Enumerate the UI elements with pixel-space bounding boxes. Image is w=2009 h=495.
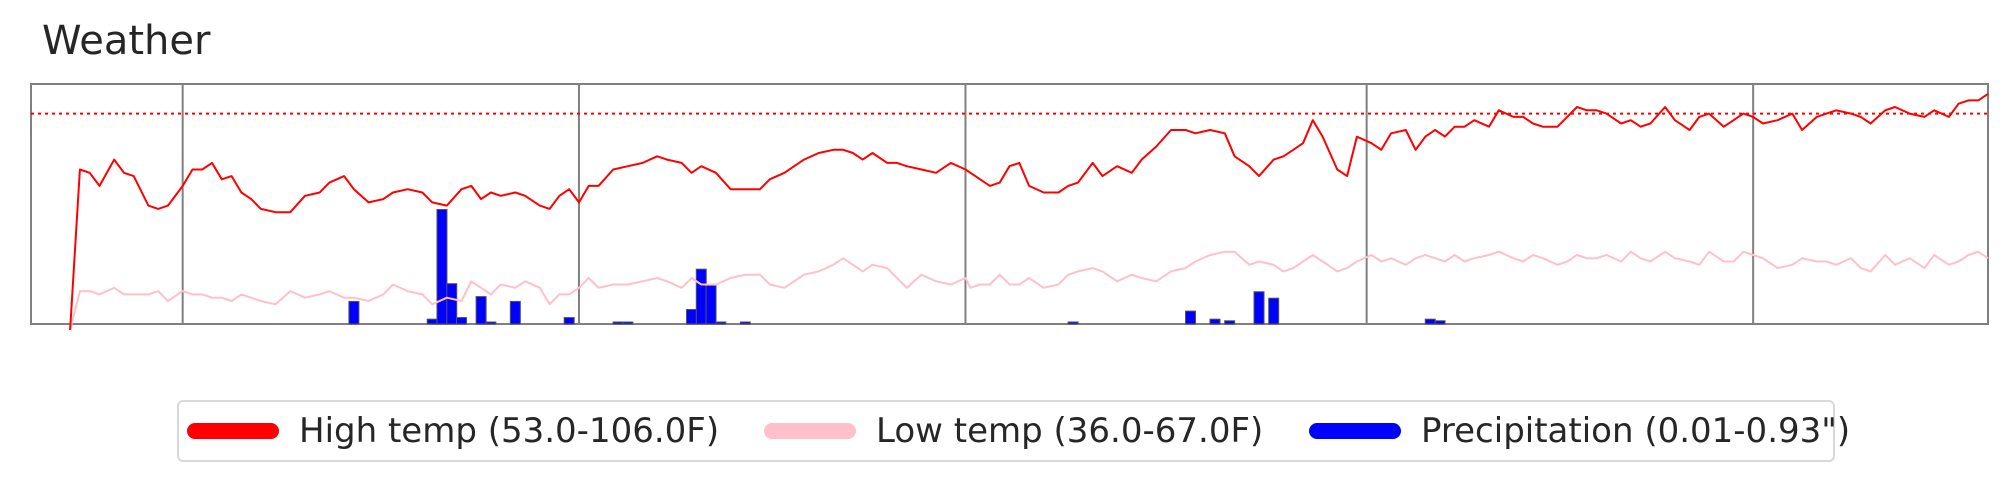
plot-frame (30, 83, 1989, 325)
precip-bar-19 (1224, 320, 1236, 325)
precip-bar-9 (612, 321, 624, 325)
low-temp-line (69, 250, 1989, 331)
precip-bar-15 (739, 321, 751, 325)
legend-item-precip: Precipitation (0.01-0.93") (1309, 402, 1850, 460)
precip-bar-14 (715, 321, 727, 325)
legend-swatch-high (187, 423, 279, 439)
precip-bar-21 (1268, 297, 1280, 325)
precip-bar-8 (563, 317, 575, 325)
precip-bar-6 (485, 321, 497, 325)
legend-label-precip: Precipitation (0.01-0.93") (1421, 411, 1851, 451)
legend-item-low: Low temp (36.0-67.0F) (764, 402, 1263, 460)
legend-swatch-low (764, 423, 856, 439)
precip-bar-18 (1209, 318, 1221, 325)
precip-bar-12 (695, 268, 707, 325)
legend: High temp (53.0-106.0F) Low temp (36.0-6… (177, 400, 1850, 462)
precip-bar-1 (426, 318, 438, 325)
legend-label-low: Low temp (36.0-67.0F) (876, 411, 1264, 451)
precip-bar-5 (475, 296, 487, 325)
legend-label-high: High temp (53.0-106.0F) (299, 411, 720, 451)
temperature-lines (69, 93, 1989, 331)
precip-bar-3 (446, 283, 458, 325)
precipitation-bars (348, 208, 1446, 325)
precip-bar-23 (1434, 320, 1446, 325)
precip-bar-13 (705, 284, 717, 325)
legend-swatch-precip (1309, 423, 1401, 439)
period-dividers (181, 84, 1755, 324)
precip-bar-17 (1185, 310, 1197, 325)
precip-bar-16 (1067, 321, 1079, 325)
legend-item-high: High temp (53.0-106.0F) (187, 402, 719, 460)
precip-bar-2 (436, 208, 448, 325)
precip-bar-11 (685, 308, 697, 325)
precip-bar-20 (1253, 291, 1265, 325)
precip-bar-4 (456, 317, 468, 325)
precip-bar-22 (1424, 318, 1436, 325)
chart-title: Weather (42, 18, 211, 64)
high-temp-line (69, 93, 1989, 331)
precip-bar-10 (622, 321, 634, 325)
precip-bar-7 (509, 300, 521, 325)
precip-bar-0 (348, 300, 360, 325)
